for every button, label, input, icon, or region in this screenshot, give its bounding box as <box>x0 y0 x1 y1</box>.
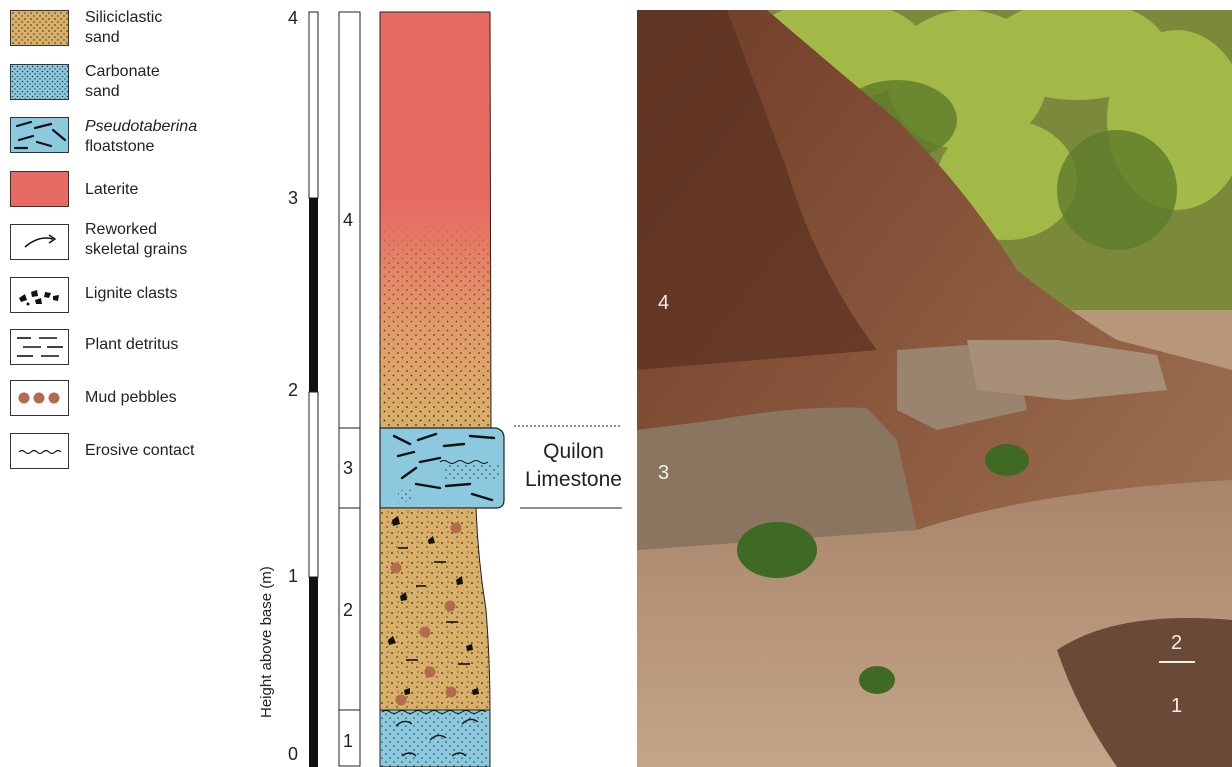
legend-label-siliciclastic-sand: Siliciclastic sand <box>85 9 163 46</box>
photo-label-unit-3: 3 <box>658 462 670 484</box>
tick-label-2: 2 <box>288 380 299 400</box>
legend-swatch-laterite <box>10 171 69 207</box>
legend-label-pseudotaberina-floatstone: Pseudotaberina floatstone <box>85 118 198 155</box>
unit-column <box>338 11 361 767</box>
unit-number-3: 3 <box>343 458 354 478</box>
photo-label-unit-2: 2 <box>1171 632 1183 654</box>
outcrop-photo-image <box>637 10 1232 767</box>
unit-number-1: 1 <box>343 731 354 751</box>
unit-1-carbonate-sand <box>379 709 491 767</box>
legend-label-laterite: Laterite <box>85 181 139 198</box>
floatstone-pattern <box>13 120 67 150</box>
carbonate-dots-pattern <box>11 65 68 99</box>
unit-4-laterite <box>379 11 492 429</box>
legend-swatch-erosive-contact <box>10 433 69 469</box>
legend-label-erosive-contact: Erosive contact <box>85 442 195 459</box>
legend-swatch-carbonate-sand <box>10 64 69 100</box>
legend-swatch-reworked-skeletal-grains <box>10 224 69 260</box>
outcrop-photo: 4 3 2 1 <box>637 10 1232 767</box>
legend-label-reworked-skeletal-grains: Reworked skeletal grains <box>85 221 188 258</box>
legend-swatch-siliciclastic-sand <box>10 10 69 46</box>
photo-label-unit-4: 4 <box>658 292 670 314</box>
lignite-clast-icon <box>19 290 59 306</box>
formation-label: Quilon Limestone <box>525 440 622 491</box>
legend-swatch-plant-detritus <box>10 329 69 365</box>
tick-label-1: 1 <box>288 566 299 586</box>
legend-label-lignite-clasts: Lignite clasts <box>85 285 178 302</box>
plant-detritus-icon <box>17 337 63 357</box>
photo-unit-divider <box>1159 661 1195 663</box>
legend-label-carbonate-sand: Carbonate sand <box>85 63 160 100</box>
unit-3-floatstone <box>379 427 505 509</box>
tick-label-4: 4 <box>288 8 299 28</box>
sand-dots-pattern <box>11 11 68 45</box>
reworked-grain-icon <box>24 234 57 248</box>
formation-bracket <box>514 425 622 509</box>
legend-swatch-mud-pebbles <box>10 380 69 416</box>
scale-bar <box>308 11 319 767</box>
mud-pebble-icon <box>18 392 60 404</box>
legend-label-plant-detritus: Plant detritus <box>85 336 179 353</box>
unit-2-siliciclastic-sand <box>379 507 491 711</box>
photo-label-unit-1: 1 <box>1171 695 1183 717</box>
unit-number-4: 4 <box>343 210 354 230</box>
tick-label-3: 3 <box>288 188 299 208</box>
legend-swatch-pseudotaberina-floatstone <box>10 117 69 153</box>
erosive-contact-icon <box>18 449 62 455</box>
legend-swatch-lignite-clasts <box>10 277 69 313</box>
unit-number-2: 2 <box>343 600 354 620</box>
legend-label-mud-pebbles: Mud pebbles <box>85 389 177 406</box>
tick-label-0: 0 <box>288 744 299 764</box>
